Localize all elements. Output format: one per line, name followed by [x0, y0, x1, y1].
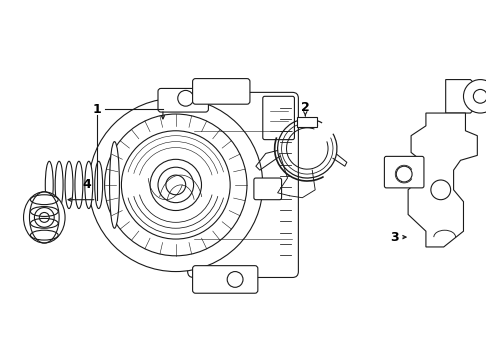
- Circle shape: [89, 98, 262, 271]
- Polygon shape: [445, 80, 479, 113]
- Text: 4: 4: [82, 179, 91, 192]
- FancyBboxPatch shape: [384, 156, 423, 188]
- Ellipse shape: [65, 161, 73, 208]
- FancyBboxPatch shape: [253, 178, 281, 200]
- Circle shape: [463, 80, 488, 113]
- Text: 3: 3: [389, 231, 398, 244]
- Polygon shape: [407, 113, 476, 247]
- Text: 1: 1: [92, 103, 101, 116]
- FancyBboxPatch shape: [187, 93, 298, 278]
- Text: 2: 2: [300, 101, 309, 114]
- Ellipse shape: [23, 192, 65, 243]
- FancyBboxPatch shape: [262, 96, 294, 140]
- Polygon shape: [297, 117, 317, 127]
- FancyBboxPatch shape: [192, 78, 249, 104]
- Ellipse shape: [109, 141, 119, 228]
- Ellipse shape: [84, 161, 93, 208]
- Circle shape: [150, 159, 201, 211]
- Ellipse shape: [95, 161, 102, 208]
- FancyBboxPatch shape: [192, 266, 257, 293]
- FancyBboxPatch shape: [158, 89, 208, 112]
- Circle shape: [121, 131, 230, 239]
- Ellipse shape: [75, 161, 82, 208]
- Ellipse shape: [45, 161, 53, 208]
- Ellipse shape: [55, 161, 63, 208]
